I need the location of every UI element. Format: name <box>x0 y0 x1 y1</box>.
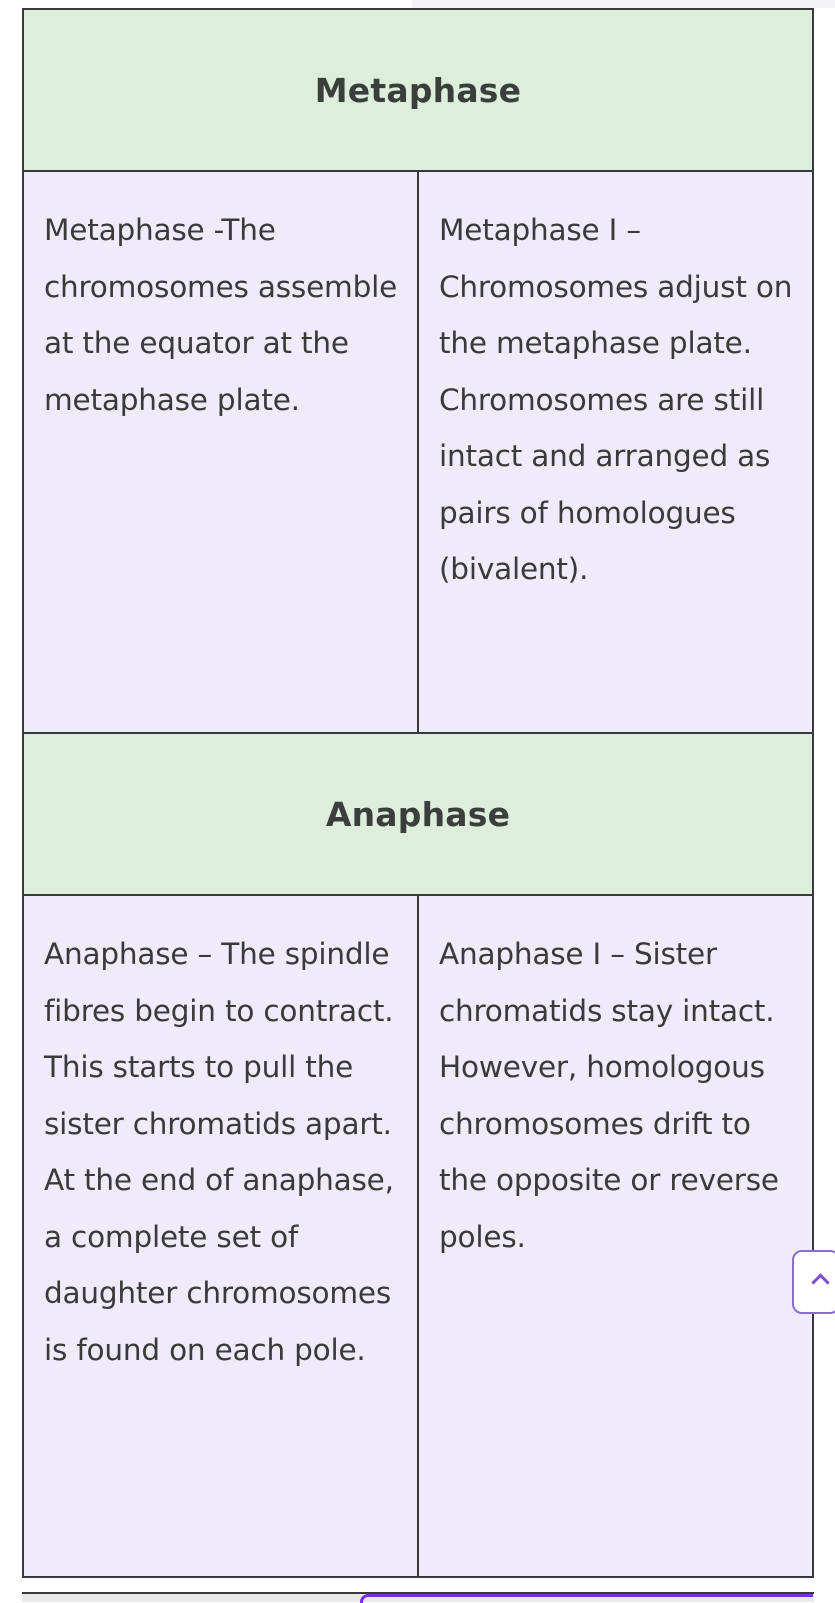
meiosis-cell: Metaphase I – Chromosomes adjust on the … <box>417 170 814 734</box>
section-title: Metaphase <box>314 70 522 110</box>
table-row: Metaphase <box>22 8 814 172</box>
section-title: Anaphase <box>325 794 511 834</box>
next-row-edge <box>22 1592 814 1602</box>
scroll-to-top-button[interactable] <box>792 1250 835 1314</box>
cell-text: Metaphase -The chromosomes assemble at t… <box>44 213 398 417</box>
mitosis-cell: Anaphase – The spindle fibres begin to c… <box>22 894 419 1578</box>
table-row: Anaphase – The spindle fibres begin to c… <box>22 894 814 1578</box>
cell-text: Anaphase I – Sister chromatids stay inta… <box>439 937 779 1254</box>
mitosis-cell: Metaphase -The chromosomes assemble at t… <box>22 170 419 734</box>
section-header-metaphase: Metaphase <box>22 8 814 172</box>
section-header-anaphase: Anaphase <box>22 732 814 896</box>
meiosis-cell: Anaphase I – Sister chromatids stay inta… <box>417 894 814 1578</box>
table-row: Anaphase <box>22 732 814 896</box>
cell-text: Metaphase I – Chromosomes adjust on the … <box>439 213 793 586</box>
bottom-banner-edge <box>360 1594 813 1603</box>
table-row: Metaphase -The chromosomes assemble at t… <box>22 170 814 734</box>
comparison-table: Metaphase Metaphase -The chromosomes ass… <box>22 8 814 1578</box>
top-strip <box>412 0 835 8</box>
chevron-up-icon <box>811 1273 830 1292</box>
cell-text: Anaphase – The spindle fibres begin to c… <box>44 937 394 1367</box>
